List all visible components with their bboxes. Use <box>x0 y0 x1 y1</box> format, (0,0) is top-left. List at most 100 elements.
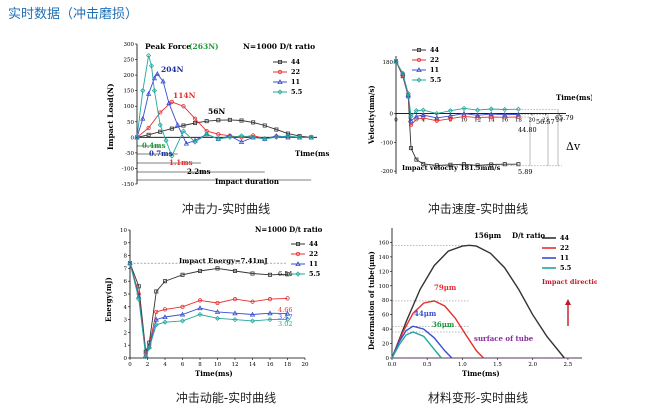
x-tick-label: 20 <box>302 362 309 368</box>
def-xlabel: Time(ms) <box>462 369 500 378</box>
data-point <box>215 136 221 142</box>
peak-force-label: Peak Force <box>145 42 191 51</box>
data-point <box>250 134 256 140</box>
def-ylabel: Deformation of tube(μm) <box>367 251 376 350</box>
y-tick-label: -100 <box>381 140 394 146</box>
data-point <box>408 113 414 120</box>
load-ylabel: Impact Load(N) <box>106 83 115 150</box>
arrow-head-icon <box>565 299 571 305</box>
data-point <box>297 134 303 140</box>
data-point <box>163 137 169 144</box>
data-point <box>154 71 161 76</box>
data-point <box>284 316 291 322</box>
data-point <box>197 298 203 303</box>
legend-entry: 11 <box>560 254 569 262</box>
x-tick-label: 18 <box>284 362 291 368</box>
surface-label: surface of tube <box>474 334 534 343</box>
data-point <box>475 163 480 168</box>
legend-marker <box>416 77 422 83</box>
data-point <box>448 116 453 121</box>
data-point <box>198 268 203 273</box>
data-point <box>434 115 440 120</box>
legend-entry: 22 <box>560 244 569 252</box>
data-point <box>516 162 521 167</box>
data-point <box>151 88 157 94</box>
data-point <box>475 107 481 113</box>
data-point <box>197 305 203 311</box>
legend-entry: 22 <box>309 250 318 258</box>
y-tick-label: 200 <box>124 73 135 79</box>
load-legend-header: N=1000 D/t ratio <box>243 42 315 51</box>
energy-xlabel: Time(ms) <box>195 369 233 378</box>
legend-marker <box>295 241 300 246</box>
y-tick-label: 60 <box>382 313 389 319</box>
y-tick-label: 180 <box>383 60 394 66</box>
x-tick-label: 0 <box>394 118 398 124</box>
data-point <box>169 99 174 104</box>
impact-duration-label: Impact duration <box>215 177 279 186</box>
legend-entry: 11 <box>309 260 318 268</box>
def-legend-header: D/t ratio <box>512 231 545 240</box>
legend-marker <box>295 271 301 277</box>
x-tick-label: 24 <box>556 118 563 124</box>
data-point <box>157 122 163 128</box>
x-tick-label: 12 <box>232 362 239 368</box>
data-point <box>262 136 268 142</box>
data-point <box>136 284 141 289</box>
series-line-11 <box>391 325 453 359</box>
x-tick-label: 4 <box>421 118 425 124</box>
e654-label: 6.54 <box>278 270 292 278</box>
y-tick-label: 300 <box>124 42 135 48</box>
data-point <box>238 139 245 144</box>
data-point <box>154 289 159 294</box>
d156-label: 156μm <box>474 231 502 240</box>
energy-ylabel: Energy(mJ) <box>104 277 113 322</box>
data-point <box>267 272 272 277</box>
legend-entry: 11 <box>291 78 300 86</box>
y-tick-label: 250 <box>124 58 135 64</box>
data-point <box>140 88 146 94</box>
x-tick-label: 0.0 <box>388 362 397 368</box>
x-tick-label: 2.5 <box>564 362 573 368</box>
data-point <box>461 105 467 111</box>
data-point <box>179 318 186 324</box>
x-tick-label: 10 <box>214 362 221 368</box>
x-tick-label: 1.0 <box>458 362 467 368</box>
x-tick-label: 20 <box>529 118 536 124</box>
data-point <box>249 318 256 324</box>
impact-energy-label: Impact Energy=7.41mJ <box>179 257 268 265</box>
y-tick-label: 1 <box>124 343 128 349</box>
peak-force-value: (263N) <box>189 42 219 51</box>
y-tick-label: 120 <box>379 269 390 275</box>
energy-legend-header: N=1000 D/t ratio <box>255 225 323 234</box>
data-point <box>163 279 168 284</box>
legend-entry: 44 <box>309 240 319 248</box>
y-tick-label: 160 <box>379 240 390 246</box>
vel-xlabel: Time(ms) <box>556 93 592 102</box>
data-point <box>166 100 172 106</box>
data-point <box>461 110 467 116</box>
data-point <box>183 140 190 146</box>
data-point <box>420 107 426 113</box>
data-point <box>169 126 174 131</box>
data-point <box>162 314 168 320</box>
y-tick-label: 0 <box>390 112 394 118</box>
data-point <box>489 162 494 167</box>
data-point <box>136 296 142 302</box>
x-tick-label: 14 <box>249 362 256 368</box>
v589-label: 5.89 <box>518 168 532 176</box>
v6579-label: 65.79 <box>555 114 574 122</box>
legend-marker <box>277 59 282 64</box>
d79-label: 79μm <box>434 283 457 292</box>
data-point <box>408 146 413 151</box>
data-point <box>421 161 426 166</box>
x-tick-label: 6 <box>181 362 185 368</box>
legend-marker <box>277 79 283 84</box>
t22-label: 2.2ms <box>187 167 211 176</box>
x-tick-label: 16 <box>501 118 508 124</box>
x-tick-label: 18 <box>515 118 522 124</box>
caption-energy: 冲击动能-实时曲线 <box>175 391 277 405</box>
data-point <box>515 106 521 112</box>
data-point <box>146 52 152 59</box>
y-tick-label: 10 <box>120 228 127 234</box>
